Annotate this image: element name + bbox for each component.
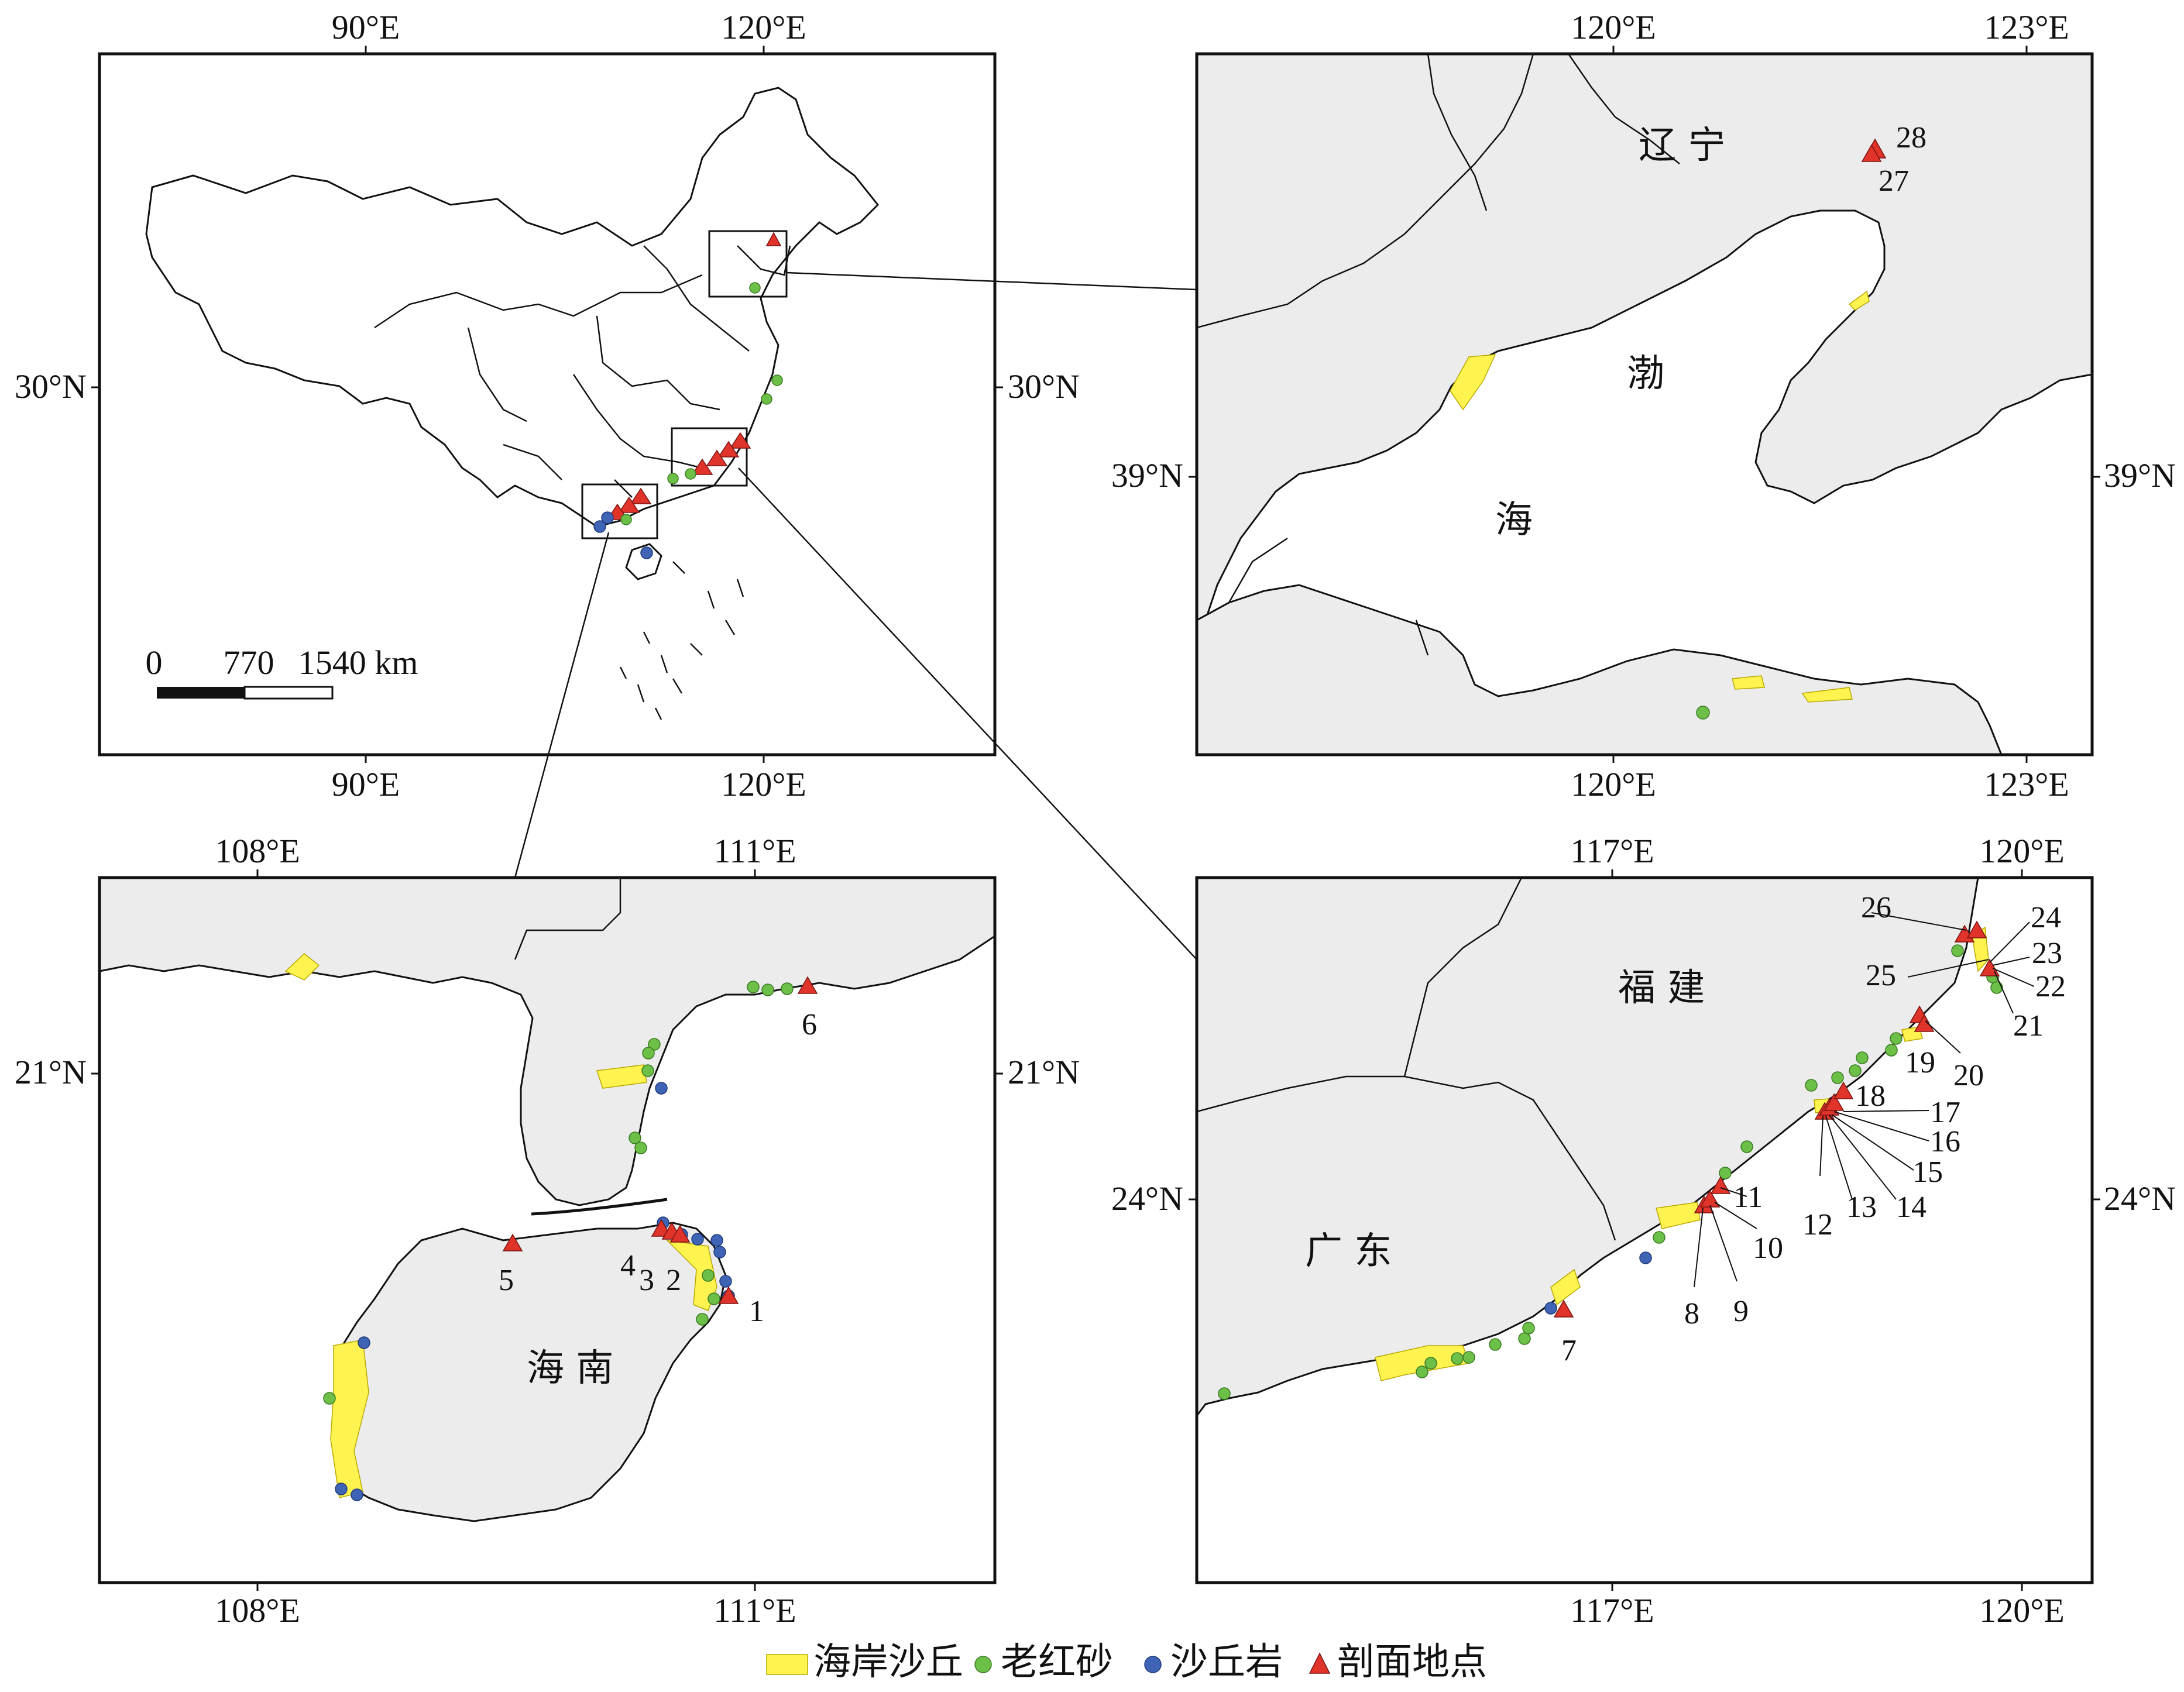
china-province-borders xyxy=(374,245,791,498)
site-3: 3 xyxy=(639,1264,654,1297)
legend-swatch-red-soil xyxy=(974,1656,992,1673)
site-9: 9 xyxy=(1733,1295,1749,1328)
bohai-lat-right: 39°N xyxy=(2104,456,2176,494)
bohai-borders xyxy=(1196,53,1680,656)
site-8: 8 xyxy=(1684,1297,1699,1330)
site-4: 4 xyxy=(620,1249,636,1282)
hainan-panel: 海 南 6 5 4 3 2 1 108°E 111°E 108°E 111°E … xyxy=(15,832,1080,1629)
legend-swatch-dune xyxy=(766,1654,808,1675)
site-5: 5 xyxy=(499,1264,514,1297)
fujian-top-lon-120: 120°E xyxy=(1979,832,2065,870)
site-10: 10 xyxy=(1753,1232,1783,1265)
site-18: 18 xyxy=(1855,1079,1886,1113)
china-top-lon-90: 90°E xyxy=(332,8,400,46)
site-23: 23 xyxy=(2032,937,2062,970)
site-15: 15 xyxy=(1912,1155,1943,1189)
fujian-inset-box xyxy=(671,427,748,487)
site-1: 1 xyxy=(749,1295,764,1328)
place-hai: 海 xyxy=(1495,498,1533,542)
hainan-lat-left: 21°N xyxy=(15,1053,87,1091)
legend-label-dune-rock: 沙丘岩 xyxy=(1170,1641,1283,1684)
site-14: 14 xyxy=(1896,1191,1927,1224)
china-lat-right: 30°N xyxy=(1008,367,1080,405)
china-bottom-lon-90: 90°E xyxy=(332,765,400,803)
hainan-top-lon-111: 111°E xyxy=(713,832,796,870)
fujian-top-lon-117: 117°E xyxy=(1570,832,1654,870)
hainan-bottom-lon-111: 111°E xyxy=(713,1591,796,1629)
place-guangdong: 广 东 xyxy=(1305,1230,1392,1273)
china-outline xyxy=(145,87,880,528)
bohai-inset-box xyxy=(708,230,788,298)
fujian-red-markers xyxy=(1553,920,2000,1318)
china-overview-markers xyxy=(593,232,783,559)
south-china-sea-islands xyxy=(619,561,744,720)
hainan-bottom-lon-108: 108°E xyxy=(215,1591,300,1629)
china-top-lon-120: 120°E xyxy=(721,8,806,46)
hainan-green-markers xyxy=(323,981,794,1405)
hainan-top-lon-108: 108°E xyxy=(215,832,300,870)
site-2: 2 xyxy=(666,1264,681,1297)
legend-swatch-profile xyxy=(1309,1652,1331,1674)
hainan-inset-box xyxy=(581,483,658,539)
legend-swatch-dune-rock xyxy=(1144,1656,1162,1673)
fujian-borders xyxy=(1196,877,1616,1241)
place-bo: 渤 xyxy=(1627,352,1664,396)
site-6: 6 xyxy=(802,1008,817,1041)
site-19: 19 xyxy=(1905,1046,1935,1079)
site-27: 27 xyxy=(1879,164,1909,198)
bohai-bottom-lon-123: 123°E xyxy=(1984,765,2069,803)
place-fujian: 福 建 xyxy=(1618,967,1705,1010)
china-overview-panel: 0 770 1540 km 90°E 120°E 90°E 120°E 30°N… xyxy=(15,8,1080,803)
fujian-lat-left: 24°N xyxy=(1111,1179,1183,1218)
hainan-lat-right: 21°N xyxy=(1008,1053,1080,1091)
place-liaoning: 辽 宁 xyxy=(1639,124,1725,167)
scale-label-1540: 1540 km xyxy=(298,644,418,682)
site-22: 22 xyxy=(2035,970,2066,1003)
bohai-top-lon-123: 123°E xyxy=(1984,8,2069,46)
site-28: 28 xyxy=(1896,121,1927,154)
site-16: 16 xyxy=(1930,1125,1960,1158)
site-11: 11 xyxy=(1733,1181,1763,1214)
bohai-panel: 辽 宁 渤 海 28 27 120°E 123°E 120°E 123°E 39… xyxy=(1111,8,2176,803)
hainan-borders xyxy=(514,878,621,960)
site-17: 17 xyxy=(1930,1096,1960,1129)
fujian-lat-right: 24°N xyxy=(2104,1179,2176,1218)
fujian-bottom-lon-120: 120°E xyxy=(1979,1591,2065,1629)
fujian-blue-markers xyxy=(1544,1251,1652,1315)
china-lat-left: 30°N xyxy=(15,367,87,405)
site-25: 25 xyxy=(1866,959,1896,992)
fujian-leader-lines xyxy=(1694,912,2035,1288)
fujian-green-markers xyxy=(1218,944,2003,1400)
site-21: 21 xyxy=(2013,1009,2044,1043)
place-hainan: 海 南 xyxy=(527,1347,613,1390)
site-13: 13 xyxy=(1846,1191,1877,1224)
legend-label-red-soil: 老红砂 xyxy=(1001,1641,1113,1684)
hainan-red-markers xyxy=(502,976,818,1304)
scale-label-0: 0 xyxy=(146,644,163,682)
bohai-land xyxy=(1196,53,2093,644)
site-20: 20 xyxy=(1953,1059,1984,1092)
legend-label-profile: 剖面地点 xyxy=(1337,1641,1487,1684)
fujian-bottom-lon-117: 117°E xyxy=(1570,1591,1654,1629)
site-12: 12 xyxy=(1802,1208,1833,1242)
inset-connectors xyxy=(514,271,1197,960)
site-26: 26 xyxy=(1861,891,1891,924)
china-bottom-lon-120: 120°E xyxy=(721,765,806,803)
scale-label-770: 770 xyxy=(224,644,274,682)
legend-label-dune: 海岸沙丘 xyxy=(813,1641,963,1684)
bohai-lat-left: 39°N xyxy=(1111,456,1183,494)
fujian-panel: 福 建 广 东 26 24 25 23 22 21 19 20 18 17 16… xyxy=(1111,832,2176,1629)
shandong-land xyxy=(1196,584,2003,756)
scale-bar: 0 770 1540 km xyxy=(146,644,418,700)
bohai-top-lon-120: 120°E xyxy=(1571,8,1656,46)
site-7: 7 xyxy=(1561,1334,1577,1367)
bohai-bottom-lon-120: 120°E xyxy=(1571,765,1656,803)
site-24: 24 xyxy=(2031,901,2061,934)
china-panel-frame xyxy=(98,52,997,756)
legend: 海岸沙丘 老红砂 沙丘岩 剖面地点 xyxy=(766,1641,1487,1684)
